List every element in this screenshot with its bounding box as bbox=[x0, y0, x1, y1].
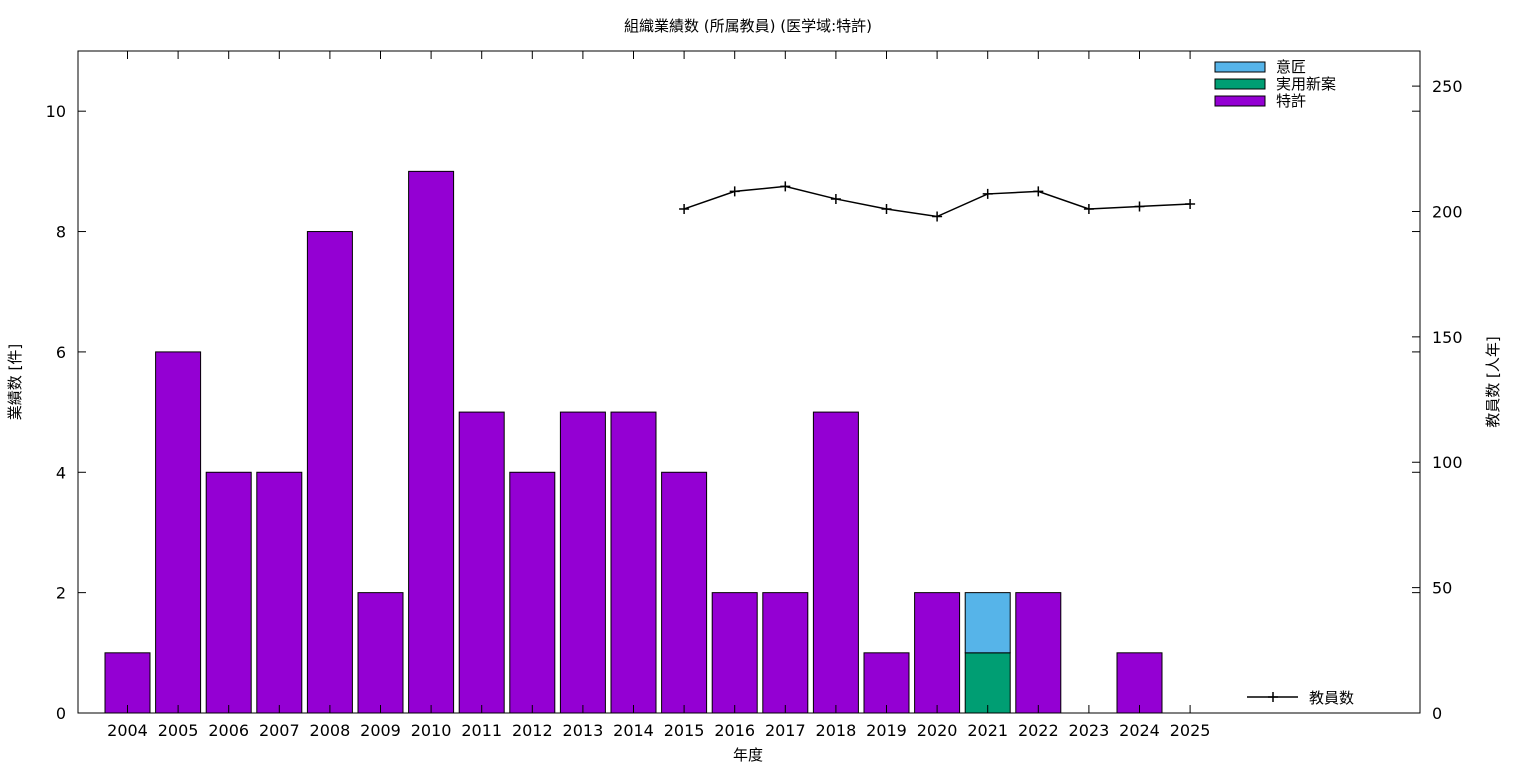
x-tick-label-2020: 2020 bbox=[917, 721, 958, 740]
x-tick-label-2012: 2012 bbox=[512, 721, 553, 740]
y2-axis-title: 教員数 [人年] bbox=[1484, 336, 1502, 427]
x-tick-label-2018: 2018 bbox=[816, 721, 857, 740]
y-tick-label-2: 2 bbox=[56, 584, 66, 603]
legend-label-staff: 教員数 bbox=[1309, 689, 1354, 707]
bar-patent-2012 bbox=[509, 471, 556, 714]
staff-point-2018 bbox=[830, 193, 841, 204]
bar-patent-2016 bbox=[711, 592, 758, 714]
bar-patent-2006 bbox=[205, 471, 252, 714]
staff-point-2016 bbox=[729, 186, 740, 197]
bars-group bbox=[104, 170, 1163, 714]
bar-patent-2004 bbox=[104, 652, 151, 714]
bar-patent-2010 bbox=[408, 170, 455, 714]
staff-point-2015 bbox=[679, 203, 690, 214]
legend: 意匠 実用新案 特許 教員数 bbox=[1214, 58, 1354, 707]
bar-patent-2018 bbox=[812, 411, 859, 714]
legend-item-patent: 特許 bbox=[1214, 92, 1306, 110]
staff-point-2025 bbox=[1185, 198, 1196, 209]
x-tick-label-2005: 2005 bbox=[158, 721, 199, 740]
y-axis-right: 0 50 100 150 200 250 bbox=[1412, 77, 1463, 723]
bar-patent-2011 bbox=[458, 411, 505, 714]
bar-patent-2007 bbox=[256, 471, 303, 714]
staff-point-2019 bbox=[881, 203, 892, 214]
x-tick-label-2019: 2019 bbox=[866, 721, 907, 740]
legend-label-design: 意匠 bbox=[1276, 58, 1306, 76]
x-tick-label-2022: 2022 bbox=[1018, 721, 1059, 740]
staff-point-2021 bbox=[982, 188, 993, 199]
y-tick-label-10: 10 bbox=[46, 102, 66, 121]
chart-title: 組織業績数 (所属教員) (医学域:特許) bbox=[624, 17, 872, 35]
staff-point-2024 bbox=[1134, 201, 1145, 212]
x-tick-label-2006: 2006 bbox=[208, 721, 249, 740]
y2-tick-label-50: 50 bbox=[1432, 579, 1452, 598]
y-axis-title: 業績数 [件] bbox=[6, 344, 24, 420]
x-tick-label-2016: 2016 bbox=[714, 721, 755, 740]
x-tick-label-2014: 2014 bbox=[613, 721, 654, 740]
legend-swatch-design bbox=[1214, 61, 1266, 73]
bar-patent-2022 bbox=[1015, 592, 1062, 714]
bar-patent-2009 bbox=[357, 592, 404, 714]
x-tick-label-2017: 2017 bbox=[765, 721, 806, 740]
y2-tick-label-0: 0 bbox=[1432, 704, 1442, 723]
x-tick-label-2021: 2021 bbox=[967, 721, 1008, 740]
bar-utility-model-2021 bbox=[964, 652, 1011, 714]
bar-patent-2015 bbox=[661, 471, 708, 714]
x-tick-label-2009: 2009 bbox=[360, 721, 401, 740]
legend-label-patent: 特許 bbox=[1276, 92, 1306, 110]
bar-patent-2019 bbox=[863, 652, 910, 714]
plot-frame bbox=[77, 50, 1421, 714]
y2-tick-label-250: 250 bbox=[1432, 77, 1463, 96]
y2-tick-label-150: 150 bbox=[1432, 328, 1463, 347]
staff-line-layer bbox=[679, 181, 1196, 222]
x-tick-label-2023: 2023 bbox=[1069, 721, 1110, 740]
bar-patent-2024 bbox=[1116, 652, 1163, 714]
legend-swatch-patent bbox=[1214, 95, 1266, 107]
legend-swatch-utility-model bbox=[1214, 78, 1266, 90]
bar-patent-2014 bbox=[610, 411, 657, 714]
x-tick-label-2004: 2004 bbox=[107, 721, 148, 740]
x-tick-label-2011: 2011 bbox=[461, 721, 502, 740]
bar-patent-2008 bbox=[306, 231, 353, 714]
x-tick-label-2024: 2024 bbox=[1119, 721, 1160, 740]
legend-item-design: 意匠 bbox=[1214, 58, 1306, 76]
y-tick-label-6: 6 bbox=[56, 343, 66, 362]
x-tick-label-2010: 2010 bbox=[411, 721, 452, 740]
y2-tick-label-200: 200 bbox=[1432, 202, 1463, 221]
x-tick-label-2013: 2013 bbox=[563, 721, 604, 740]
staff-point-2023 bbox=[1083, 203, 1094, 214]
bar-patent-2020 bbox=[914, 592, 961, 714]
staff-point-2022 bbox=[1033, 186, 1044, 197]
x-tick-label-2025: 2025 bbox=[1170, 721, 1211, 740]
legend-item-staff: 教員数 bbox=[1247, 689, 1354, 707]
x-tick-label-2008: 2008 bbox=[310, 721, 351, 740]
x-axis: 2004 2005 2006 2007 2008 2009 2010 2011 2012 2013… bbox=[107, 51, 1210, 740]
bar-design-2021 bbox=[964, 592, 1011, 654]
y-tick-label-4: 4 bbox=[56, 463, 66, 482]
bar-patent-2005 bbox=[155, 351, 202, 714]
staff-point-2017 bbox=[780, 181, 791, 192]
y-tick-label-0: 0 bbox=[56, 704, 66, 723]
x-tick-label-2015: 2015 bbox=[664, 721, 705, 740]
bar-patent-2017 bbox=[762, 592, 809, 714]
staff-point-2020 bbox=[932, 211, 943, 222]
x-tick-label-2007: 2007 bbox=[259, 721, 300, 740]
legend-label-utility-model: 実用新案 bbox=[1276, 75, 1336, 93]
y-axis-left: 0 2 4 6 8 10 bbox=[46, 102, 1420, 723]
bar-patent-2013 bbox=[559, 411, 606, 714]
x-axis-title: 年度 bbox=[733, 746, 763, 764]
y-tick-label-8: 8 bbox=[56, 223, 66, 242]
y2-tick-label-100: 100 bbox=[1432, 453, 1463, 472]
legend-item-utility-model: 実用新案 bbox=[1214, 75, 1336, 93]
